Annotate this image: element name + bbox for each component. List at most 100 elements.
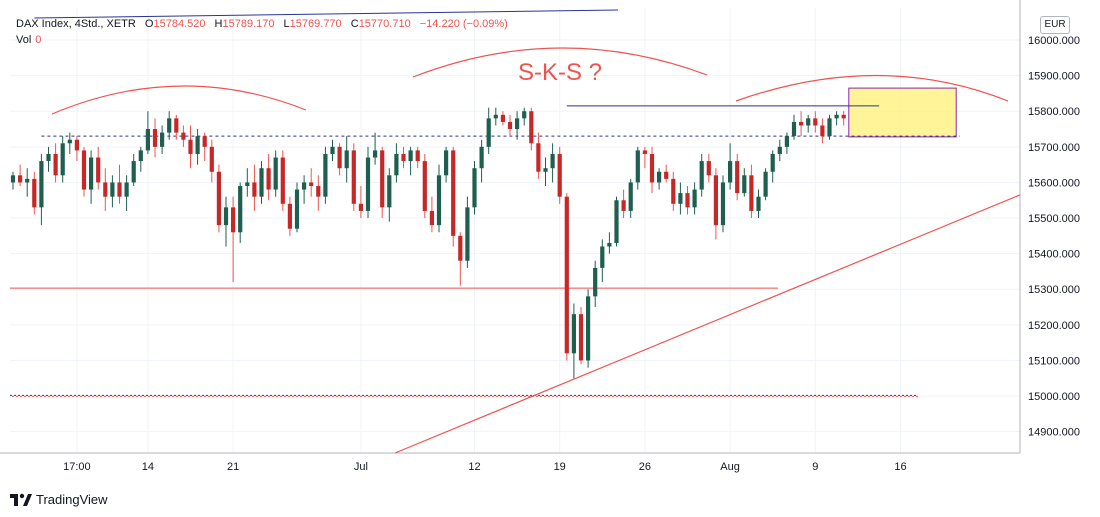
candle-body	[337, 146, 342, 169]
time-tick-label: 14	[142, 461, 154, 473]
candle-body	[728, 161, 733, 183]
candle-body	[280, 157, 285, 204]
price-tick-label: 15700.000	[1028, 142, 1080, 154]
high-value: 15789.170	[222, 18, 275, 30]
currency-button[interactable]: EUR	[1040, 16, 1070, 34]
candle-body	[273, 157, 278, 190]
candle	[578, 307, 584, 364]
candle	[735, 153, 740, 201]
candle	[614, 196, 619, 247]
candle	[564, 193, 569, 361]
candle-body	[564, 196, 569, 354]
candle-body	[216, 171, 221, 226]
tradingview-logo-icon	[10, 493, 32, 506]
candle-body	[18, 175, 23, 183]
candle-body	[380, 150, 385, 208]
candle	[841, 111, 846, 126]
symbol-title[interactable]: DAX Index, 4Std., XETR	[16, 18, 136, 30]
time-tick-label: 9	[812, 461, 818, 473]
candle	[294, 182, 300, 233]
candle	[543, 157, 548, 186]
candle	[358, 186, 363, 219]
candle	[507, 114, 513, 137]
candle-body	[294, 189, 300, 229]
candle	[330, 139, 335, 162]
candle	[642, 146, 647, 169]
candle-body	[209, 146, 214, 172]
candle	[216, 164, 221, 233]
candle-body	[96, 157, 101, 183]
volume-label[interactable]: Vol	[16, 34, 32, 46]
low-value: 15769.770	[289, 18, 342, 30]
tradingview-logo[interactable]: TradingView	[10, 490, 108, 508]
legend-ohlc-row: DAX Index, 4Std., XETR O15784.520 H15789…	[16, 16, 508, 32]
candle-body	[621, 200, 626, 211]
candle-body	[664, 171, 669, 179]
candle	[429, 196, 434, 233]
candle-body	[195, 136, 200, 154]
candle-body	[607, 242, 612, 247]
candle	[728, 143, 733, 190]
candle	[493, 107, 498, 126]
candle	[39, 153, 44, 226]
highlight-box	[848, 87, 957, 138]
candle-body	[834, 114, 839, 119]
close-label: C	[350, 18, 359, 30]
candle	[536, 132, 541, 179]
candle-body	[827, 118, 832, 137]
candle	[309, 168, 314, 197]
right-shoulder-arc	[735, 74, 1009, 102]
price-tick-label: 14900.000	[1028, 427, 1080, 439]
candle	[18, 164, 23, 186]
candle-body	[557, 153, 562, 197]
candle-body	[344, 150, 349, 169]
price-tick-label: 15600.000	[1028, 177, 1080, 189]
candle	[763, 168, 768, 201]
candle-body	[25, 178, 30, 183]
candle	[415, 146, 420, 169]
candle	[436, 164, 442, 233]
candle	[791, 114, 797, 140]
candle	[465, 196, 470, 268]
candle	[756, 189, 761, 219]
candle	[344, 136, 349, 183]
candle-body	[152, 129, 158, 147]
time-axis[interactable]: 17:00 14 21 Jul 12 19 26 Aug 9 16	[63, 461, 906, 473]
candle-body	[763, 171, 768, 197]
candle-body	[614, 200, 619, 243]
candle	[32, 171, 37, 215]
candle	[252, 164, 257, 211]
candle	[81, 146, 87, 197]
time-tick-label: Aug	[720, 461, 740, 473]
candle	[316, 175, 321, 211]
price-axis[interactable]: 16000.000 15900.000 15800.000 15700.000 1560…	[1028, 35, 1080, 439]
candle	[628, 178, 633, 219]
candle	[103, 168, 108, 211]
candle	[373, 132, 378, 165]
candle	[444, 146, 449, 183]
candle-body	[124, 182, 129, 197]
time-tick-label: 17:00	[63, 461, 91, 473]
candle-body	[493, 114, 498, 119]
candle	[600, 239, 605, 283]
trend-line-top	[34, 9, 619, 19]
candles	[10, 107, 846, 379]
candle	[167, 111, 172, 140]
candle-body	[138, 150, 143, 162]
candle	[110, 175, 115, 208]
candle	[713, 168, 718, 240]
candle-body	[266, 168, 271, 190]
candle-body	[32, 178, 37, 208]
candle	[699, 153, 704, 197]
candle-body	[479, 146, 484, 169]
candle	[323, 146, 328, 204]
candle	[806, 114, 811, 133]
candle-body	[238, 186, 243, 233]
candle	[365, 146, 371, 219]
candle	[117, 164, 122, 204]
candle	[678, 182, 683, 215]
candle-body	[571, 314, 576, 354]
candle	[259, 161, 264, 204]
candle	[280, 150, 285, 211]
